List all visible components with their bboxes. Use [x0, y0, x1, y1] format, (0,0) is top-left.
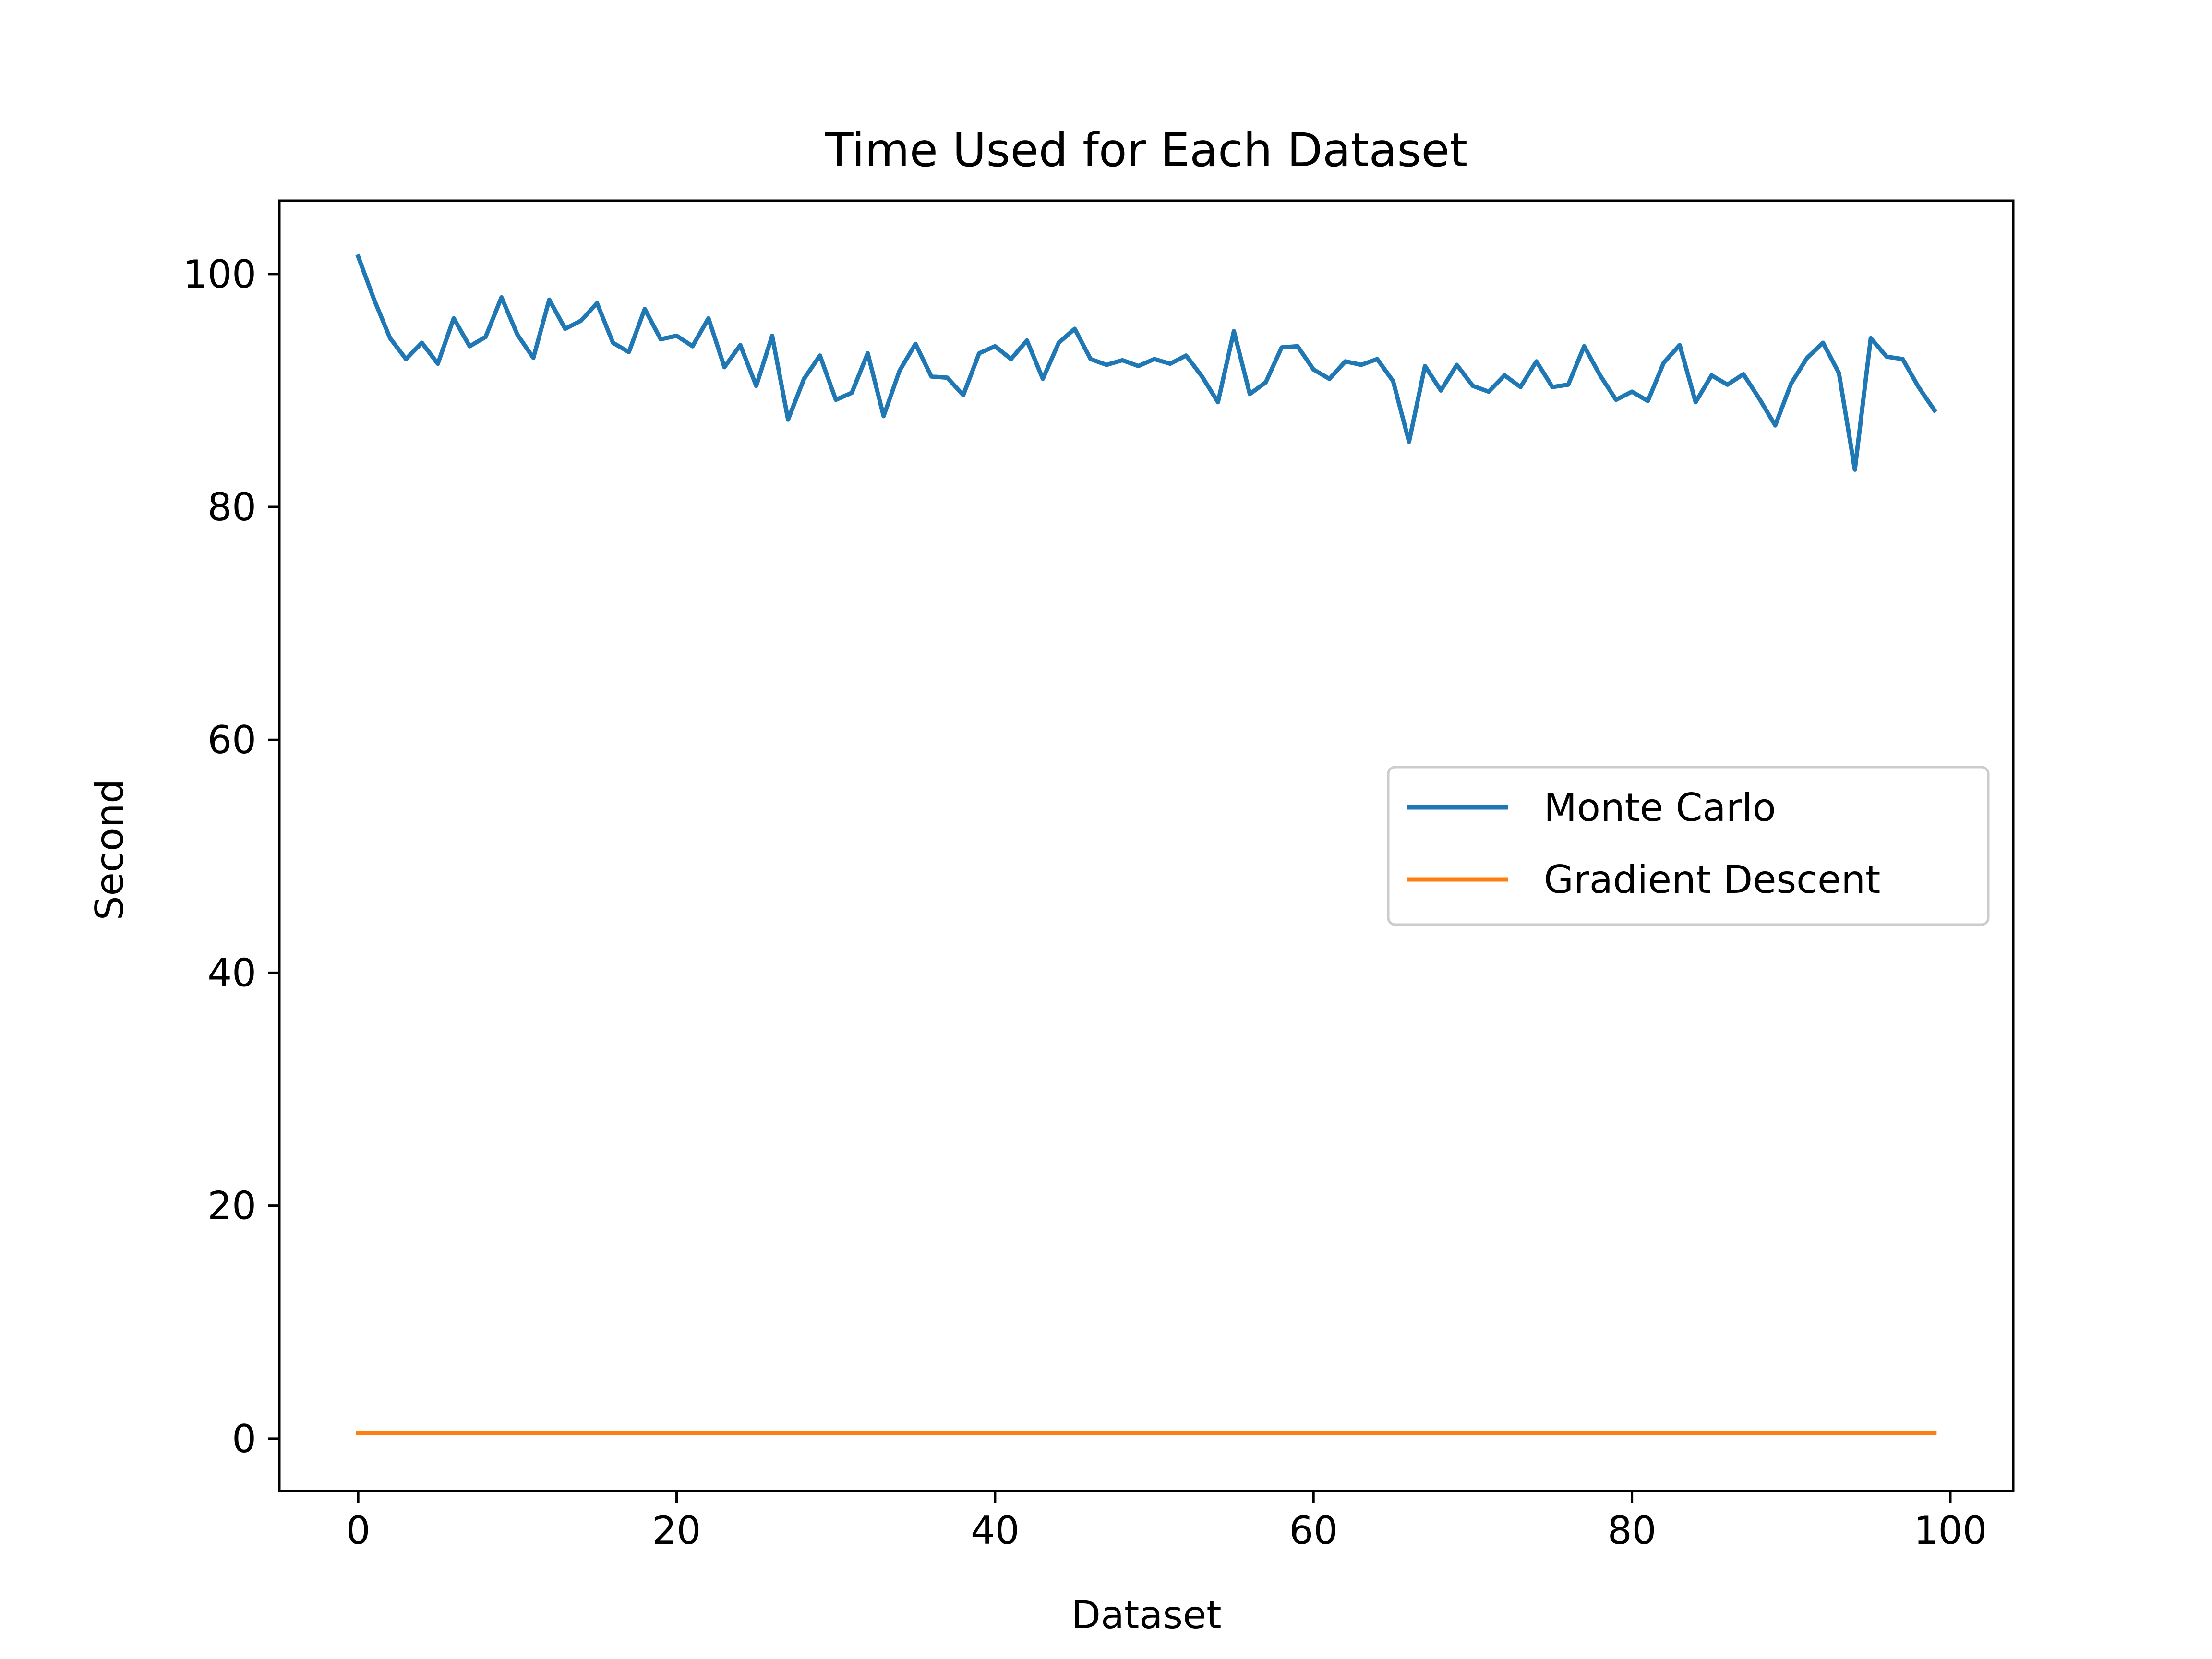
y-tick-label: 40 [207, 950, 256, 995]
y-tick-label: 0 [232, 1417, 256, 1461]
x-tick-label: 80 [1608, 1508, 1657, 1553]
x-tick-label: 60 [1289, 1508, 1338, 1553]
y-tick-label: 20 [207, 1184, 256, 1228]
y-tick-label: 80 [207, 485, 256, 529]
y-tick-label: 100 [183, 252, 256, 297]
y-axis: 0 20 40 60 80 100 [183, 252, 279, 1461]
plot-area-frame [278, 199, 2015, 1492]
legend-label-gradient-descent: Gradient Descent [1544, 857, 1880, 902]
series-line-monte-carlo [355, 253, 1938, 472]
x-tick-label: 20 [652, 1508, 701, 1553]
y-tick-label: 60 [207, 718, 256, 762]
chart-title: Time Used for Each Dataset [825, 123, 1467, 177]
legend: Monte Carlo Gradient Descent [1387, 766, 1990, 926]
legend-label-monte-carlo: Monte Carlo [1544, 785, 1776, 830]
x-axis: 0 20 40 60 80 100 [346, 1491, 1987, 1553]
x-axis-label: Dataset [1071, 1593, 1221, 1637]
x-tick-label: 0 [346, 1508, 371, 1553]
y-axis-label: Second [87, 779, 132, 920]
legend-box [1387, 766, 1990, 926]
x-tick-label: 40 [971, 1508, 1020, 1553]
x-tick-label: 100 [1914, 1508, 1987, 1553]
series-layer [355, 253, 1938, 1435]
